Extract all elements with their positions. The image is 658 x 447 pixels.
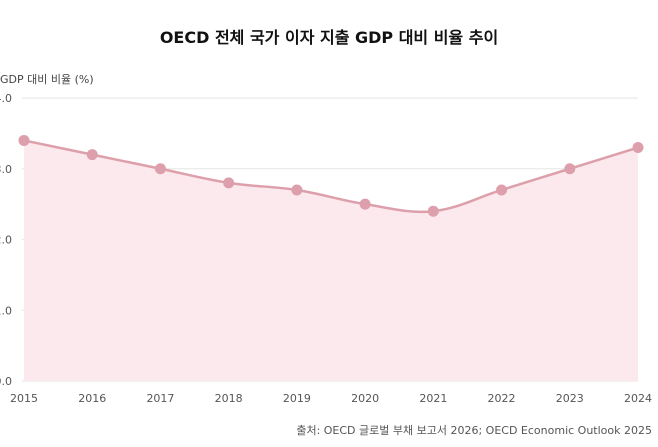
x-tick-label: 2017: [146, 392, 174, 405]
x-tick-label: 2016: [78, 392, 106, 405]
x-tick-label: 2015: [10, 392, 38, 405]
x-tick-label: 2023: [556, 392, 584, 405]
chart-title: OECD 전체 국가 이자 지출 GDP 대비 비율 추이: [159, 28, 499, 47]
x-tick-label: 2024: [624, 392, 652, 405]
x-tick-label: 2021: [419, 392, 447, 405]
x-tick-label: 2022: [488, 392, 516, 405]
x-tick-label: 2019: [283, 392, 311, 405]
y-tick-label: 0.0: [0, 375, 12, 388]
y-tick-label: 4.0: [0, 92, 12, 105]
data-point: [223, 177, 235, 189]
x-tick-label: 2020: [351, 392, 379, 405]
data-point: [359, 198, 371, 210]
data-point: [632, 142, 644, 154]
series-line: [23, 139, 639, 214]
y-tick-label: 2.0: [0, 234, 12, 247]
data-point: [427, 205, 439, 217]
x-tick-label: 2018: [215, 392, 243, 405]
data-point: [496, 184, 508, 196]
data-point: [564, 163, 576, 175]
data-point: [86, 149, 98, 161]
data-point: [18, 134, 30, 146]
data-point: [291, 184, 303, 196]
y-tick-label: 1.0: [0, 304, 12, 317]
y-tick-label: 3.0: [0, 163, 12, 176]
data-point: [154, 163, 166, 175]
y-axis-title: GDP 대비 비율 (%): [0, 73, 94, 86]
source-note: 출처: OECD 글로벌 부채 보고서 2026; OECD Economic …: [296, 424, 652, 437]
area-fill: [24, 140, 638, 381]
